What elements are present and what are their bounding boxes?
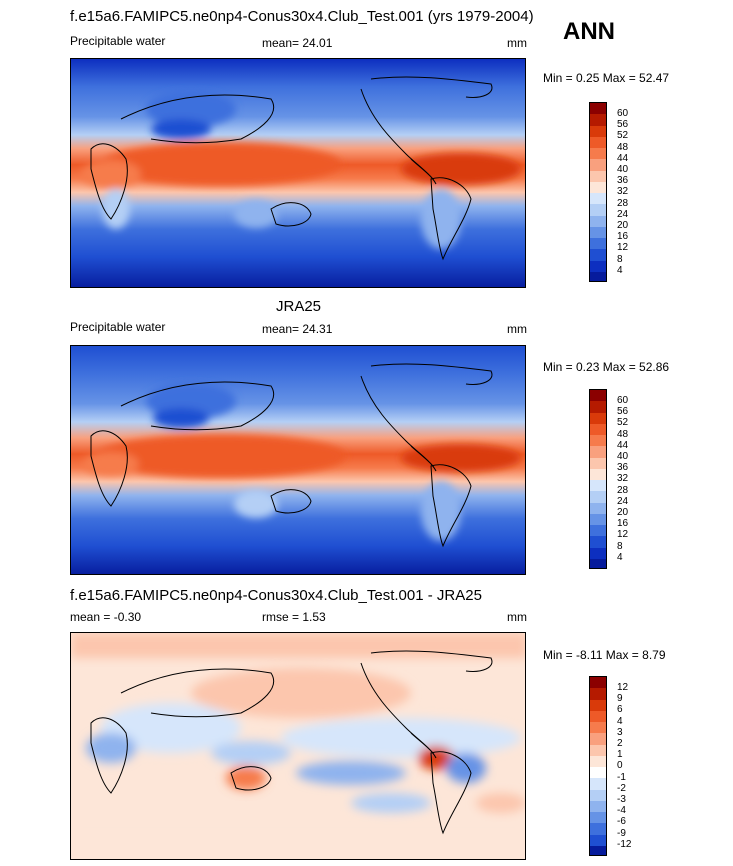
colorbar-tick-label: -2 — [617, 783, 626, 794]
colorbar-tick-label: 52 — [617, 130, 629, 141]
colorbar-tick-label: 9 — [617, 693, 623, 704]
colorbar-tick-label: 24 — [617, 209, 629, 220]
panel3-colorbar — [589, 676, 607, 856]
difference-map — [70, 632, 526, 860]
colorbar-tick-label: 52 — [617, 417, 629, 428]
colorbar-tick-label: 28 — [617, 198, 629, 209]
panel3-rmse: rmse = 1.53 — [262, 610, 326, 624]
panel3-units: mm — [507, 610, 527, 624]
colorbar-tick-label: 12 — [617, 529, 629, 540]
colorbar-tick-label: 20 — [617, 507, 629, 518]
colorbar-tick-label: 24 — [617, 496, 629, 507]
colorbar-tick-label: 16 — [617, 231, 629, 242]
colorbar-tick-label: 3 — [617, 727, 623, 738]
panel1-variable: Precipitable water — [70, 34, 166, 48]
colorbar-tick-label: 16 — [617, 518, 629, 529]
colorbar-tick-label: -1 — [617, 772, 626, 783]
panel2-minmax: Min = 0.23 Max = 52.86 — [543, 360, 670, 374]
colorbar-tick-label: 60 — [617, 108, 629, 119]
colorbar-tick-label: 60 — [617, 395, 629, 406]
colorbar-tick-label: 48 — [617, 142, 629, 153]
panel1-colorbar — [589, 102, 607, 282]
colorbar-tick-label: 12 — [617, 682, 629, 693]
colorbar-tick-label: 12 — [617, 242, 629, 253]
colorbar-tick-label: 4 — [617, 716, 623, 727]
colorbar-tick-label: 2 — [617, 738, 623, 749]
colorbar-tick-label: 48 — [617, 429, 629, 440]
panel3-minmax: Min = -8.11 Max = 8.79 — [543, 648, 666, 662]
model-title: f.e15a6.FAMIPC5.ne0np4-Conus30x4.Club_Te… — [70, 8, 534, 25]
colorbar-tick-label: 44 — [617, 440, 629, 451]
colorbar-tick-label: 6 — [617, 704, 623, 715]
panel2-variable: Precipitable water — [70, 320, 166, 334]
colorbar-tick-label: 32 — [617, 473, 629, 484]
panel1-minmax: Min = 0.25 Max = 52.47 — [543, 71, 670, 85]
colorbar-tick-label: 20 — [617, 220, 629, 231]
colorbar-tick-label: -9 — [617, 828, 626, 839]
colorbar-tick-label: -4 — [617, 805, 626, 816]
panel1-mean: mean= 24.01 — [262, 36, 333, 50]
colorbar-tick-label: 4 — [617, 552, 623, 563]
colorbar-tick-label: 8 — [617, 254, 623, 265]
panel2-colorbar — [589, 389, 607, 569]
panel1-units: mm — [507, 36, 527, 50]
colorbar-tick-label: 0 — [617, 760, 623, 771]
colorbar-tick-label: 4 — [617, 265, 623, 276]
colorbar-tick-label: -6 — [617, 816, 626, 827]
panel3-mean: mean = -0.30 — [70, 610, 142, 624]
difference-title: f.e15a6.FAMIPC5.ne0np4-Conus30x4.Club_Te… — [70, 587, 482, 604]
colorbar-tick-label: 40 — [617, 164, 629, 175]
colorbar-tick-label: -3 — [617, 794, 626, 805]
colorbar-tick-label: 44 — [617, 153, 629, 164]
season-label: ANN — [563, 18, 615, 45]
colorbar-tick-label: 36 — [617, 462, 629, 473]
reference-precipitable-water-map — [70, 345, 526, 575]
model-precipitable-water-map — [70, 58, 526, 288]
colorbar-tick-label: 56 — [617, 406, 629, 417]
colorbar-tick-label: 36 — [617, 175, 629, 186]
colorbar-tick-label: -12 — [617, 839, 632, 850]
panel2-units: mm — [507, 322, 527, 336]
reference-title: JRA25 — [276, 298, 322, 315]
colorbar-tick-label: 56 — [617, 119, 629, 130]
colorbar-tick-label: 8 — [617, 541, 623, 552]
colorbar-tick-label: 28 — [617, 485, 629, 496]
colorbar-tick-label: 1 — [617, 749, 623, 760]
panel2-mean: mean= 24.31 — [262, 322, 333, 336]
colorbar-tick-label: 32 — [617, 186, 629, 197]
colorbar-tick-label: 40 — [617, 451, 629, 462]
